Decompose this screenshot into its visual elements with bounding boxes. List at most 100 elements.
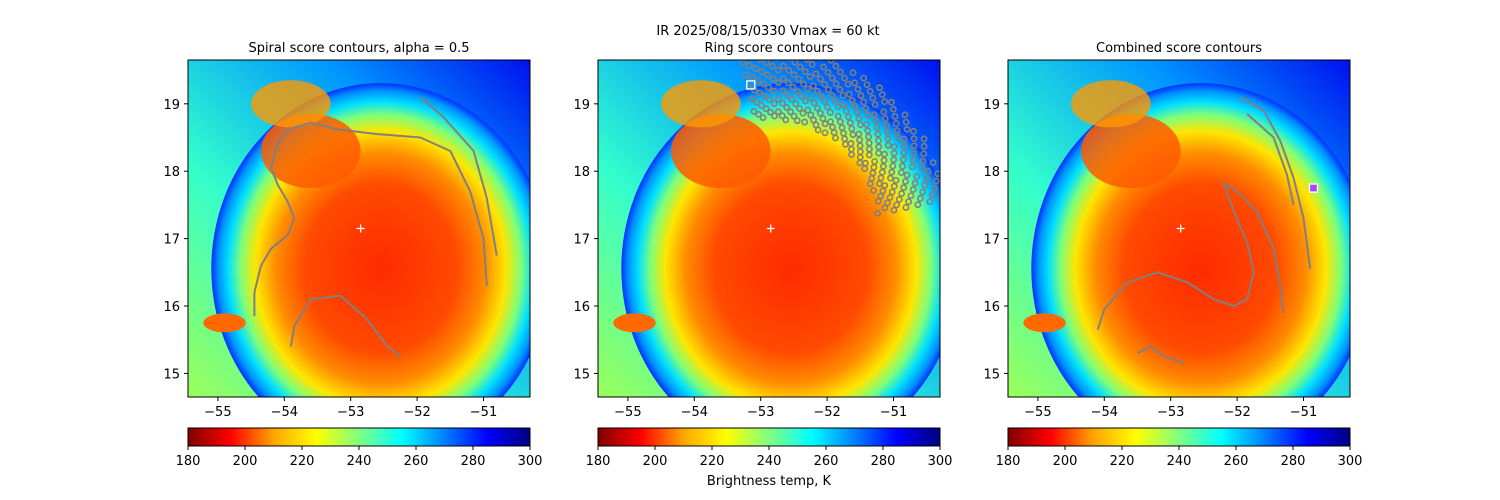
- y-tick-label: 19: [983, 98, 1000, 113]
- northern-cloud-patch: [251, 80, 331, 128]
- ring-contour-blob: [909, 156, 917, 164]
- ring-contour-blob: [920, 135, 928, 143]
- x-tick-label: −52: [1223, 405, 1250, 420]
- ring-contour-blob: [881, 204, 889, 212]
- ring-contour-blob: [918, 164, 926, 172]
- x-tick-label: −53: [747, 405, 774, 420]
- axes-frame: [187, 59, 531, 398]
- ring-contour-blob: [779, 99, 787, 107]
- ring-contour-blob: [812, 70, 820, 78]
- northern-cloud-patch: [661, 80, 741, 128]
- ring-contour-blob: [902, 118, 910, 126]
- ring-contour-blob: [752, 65, 760, 72]
- y-tick-label: 19: [573, 98, 590, 113]
- ring-contour-blob: [809, 82, 817, 90]
- ring-contour-blob: [770, 87, 778, 95]
- ring-contour-blob: [865, 139, 873, 147]
- ring-contour-blob: [845, 113, 852, 121]
- y-tick-label: 19: [163, 98, 180, 113]
- ring-contour-blob: [874, 209, 882, 217]
- ring-contour-blob: [941, 189, 946, 194]
- ring-contour-blob: [921, 181, 929, 189]
- ring-contour-blob: [926, 198, 934, 206]
- score-contour-2: [1096, 182, 1285, 330]
- ring-contour-blob: [881, 150, 888, 158]
- x-tick-label: −54: [681, 405, 708, 420]
- ring-contour-blob: [742, 71, 750, 79]
- ring-contour-blob: [819, 63, 827, 71]
- ring-contour-blob: [800, 80, 807, 88]
- ring-contour-blob: [748, 74, 756, 82]
- storm-cold-cloud: [621, 83, 940, 397]
- ring-contour-blob: [796, 63, 804, 71]
- ring-contour-blob: [855, 115, 863, 122]
- ring-contour-blob: [875, 143, 883, 151]
- ring-contour-blob: [807, 94, 814, 102]
- y-tick-label: 17: [573, 233, 590, 248]
- ring-contour-blob: [756, 60, 764, 63]
- ring-contour-blob: [890, 105, 897, 113]
- ring-contour-blob: [816, 109, 824, 117]
- ring-contour-blob: [863, 81, 871, 89]
- score-contour-2: [289, 294, 402, 358]
- ring-contour-blob: [919, 188, 927, 196]
- ring-contour-blob: [785, 66, 793, 74]
- panel-1: Spiral score contours, alpha = 0.5 −55 −54…: [163, 41, 542, 469]
- ring-contour-blob: [759, 80, 767, 88]
- ring-contour-blob: [860, 98, 868, 106]
- ring-contour-blob: [869, 94, 877, 102]
- ring-contour-blob: [789, 83, 797, 91]
- panel-title: Combined score contours: [1096, 41, 1262, 56]
- ring-contour-blob: [895, 195, 903, 203]
- colorbar-label: Brightness temp, K: [707, 474, 832, 489]
- ring-contour-blob: [836, 68, 844, 76]
- ring-contour-blob: [910, 149, 918, 157]
- ring-contour-blob: [796, 105, 803, 112]
- outer-band-cloud: [1081, 113, 1181, 189]
- ring-contour-blob: [849, 69, 857, 77]
- colorbar-tick-label: 280: [461, 454, 486, 469]
- ring-contour-blob: [783, 104, 791, 111]
- ring-contour-blob: [928, 191, 936, 199]
- axes-frame: [1007, 59, 1351, 398]
- ring-contour-blob: [842, 107, 850, 115]
- ring-contour-blob: [803, 60, 811, 63]
- ring-contour-blob: [813, 87, 821, 95]
- ring-contour-blob: [810, 99, 818, 107]
- ring-contour-blob: [790, 71, 798, 79]
- ring-contour-blob: [801, 118, 809, 126]
- x-tick-label: −51: [470, 405, 497, 420]
- y-tick-label: 16: [983, 300, 1000, 315]
- colorbar-tick-label: 260: [404, 454, 429, 469]
- max-score-marker: [746, 80, 756, 90]
- ring-contour-blob: [910, 142, 918, 150]
- ring-contour-blob: [891, 113, 899, 120]
- ring-contour-blob: [770, 100, 778, 107]
- panels-group: Spiral score contours, alpha = 0.5 −55 −54…: [163, 41, 1362, 469]
- ring-contour-blob: [748, 95, 755, 103]
- colorbar-tick-label: 220: [1110, 454, 1135, 469]
- ring-contour-blob: [888, 188, 896, 196]
- ring-contour-blob: [862, 104, 870, 112]
- ring-contour-blob: [774, 108, 782, 116]
- panel-3: Combined score contours −55 −54 −53 −52 −51 15…: [983, 41, 1362, 469]
- ring-contour-blob: [887, 174, 894, 182]
- colorbar-tick-label: 200: [233, 454, 258, 469]
- storm-center-marker: [1176, 224, 1185, 233]
- ring-contour-blob: [898, 190, 906, 197]
- ring-contour-blob: [892, 176, 900, 184]
- ring-contour-blob: [880, 156, 888, 164]
- ring-contour-blob: [901, 111, 909, 119]
- y-tick-label: 18: [163, 165, 180, 180]
- ring-contour-blob: [826, 109, 834, 116]
- colorbar-tick-label: 240: [347, 454, 372, 469]
- ring-contour-blob: [779, 62, 787, 70]
- score-contour-4: [1137, 345, 1185, 365]
- panel-title: Spiral score contours, alpha = 0.5: [248, 41, 469, 56]
- ring-contour-blob: [824, 103, 831, 111]
- ring-contour-blob: [842, 140, 849, 148]
- colorbar-tick-label: 200: [643, 454, 668, 469]
- panel-2: Ring score contours −55 −54 −53 −52 −51 15 16 17…: [573, 41, 952, 469]
- ring-contour-blob: [914, 201, 922, 209]
- ring-contour-blob: [866, 87, 874, 95]
